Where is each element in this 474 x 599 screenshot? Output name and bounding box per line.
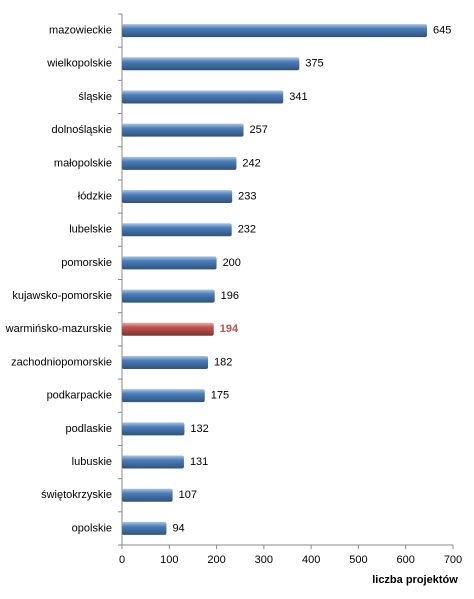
bar bbox=[122, 156, 237, 170]
value-label: 242 bbox=[242, 157, 260, 169]
value-label: 194 bbox=[220, 323, 239, 335]
y-tick-label: świętokrzyskie bbox=[41, 489, 112, 501]
bar bbox=[122, 389, 205, 403]
bar bbox=[122, 322, 214, 336]
y-tick-label: opolskie bbox=[72, 522, 112, 534]
y-tick-label: kujawsko-pomorskie bbox=[12, 290, 112, 302]
value-label: 257 bbox=[250, 124, 268, 136]
value-label: 196 bbox=[221, 290, 239, 302]
y-tick-label: małopolskie bbox=[54, 157, 112, 169]
bar bbox=[122, 57, 300, 71]
y-tick-label: zachodniopomorskie bbox=[11, 356, 112, 368]
y-tick-label: dolnośląskie bbox=[51, 124, 112, 136]
value-label: 94 bbox=[172, 522, 184, 534]
value-label: 200 bbox=[223, 257, 241, 269]
bar bbox=[122, 24, 427, 38]
bar bbox=[122, 289, 215, 303]
bar bbox=[122, 90, 284, 104]
y-tick-label: podlaskie bbox=[66, 423, 112, 435]
y-tick-label: lubelskie bbox=[69, 224, 112, 236]
bar bbox=[122, 488, 173, 502]
x-tick-label: 300 bbox=[255, 554, 273, 566]
value-label: 233 bbox=[238, 190, 256, 202]
value-label: 132 bbox=[190, 423, 208, 435]
value-label: 182 bbox=[214, 356, 232, 368]
y-tick-label: mazowieckie bbox=[49, 25, 112, 37]
x-tick-label: 400 bbox=[302, 554, 320, 566]
x-tick-label: 100 bbox=[160, 554, 178, 566]
y-tick-label: śląskie bbox=[78, 91, 112, 103]
y-tick-label: łódzkie bbox=[78, 190, 112, 202]
y-tick-label: warmińsko-mazurskie bbox=[5, 323, 112, 335]
bar bbox=[122, 123, 244, 137]
y-tick-label: pomorskie bbox=[61, 257, 112, 269]
value-label: 341 bbox=[289, 91, 307, 103]
x-tick-label: 0 bbox=[119, 554, 125, 566]
bar bbox=[122, 223, 232, 237]
bar bbox=[122, 256, 217, 270]
y-tick-label: wielkopolskie bbox=[46, 58, 112, 70]
y-tick-label: podkarpackie bbox=[47, 390, 112, 402]
x-tick-label: 500 bbox=[349, 554, 367, 566]
bar bbox=[122, 521, 167, 535]
bar bbox=[122, 190, 233, 204]
value-label: 131 bbox=[190, 456, 208, 468]
value-label: 175 bbox=[211, 390, 229, 402]
value-label: 645 bbox=[433, 25, 451, 37]
x-axis-label: liczba projektów bbox=[372, 574, 458, 586]
value-label: 107 bbox=[179, 489, 197, 501]
x-tick-label: 200 bbox=[207, 554, 225, 566]
bar bbox=[122, 455, 184, 469]
x-tick-label: 600 bbox=[397, 554, 415, 566]
bar bbox=[122, 355, 209, 369]
bar bbox=[122, 422, 185, 436]
y-tick-label: lubuskie bbox=[72, 456, 112, 468]
value-label: 375 bbox=[305, 58, 323, 70]
value-label: 232 bbox=[238, 224, 256, 236]
x-tick-label: 700 bbox=[444, 554, 462, 566]
